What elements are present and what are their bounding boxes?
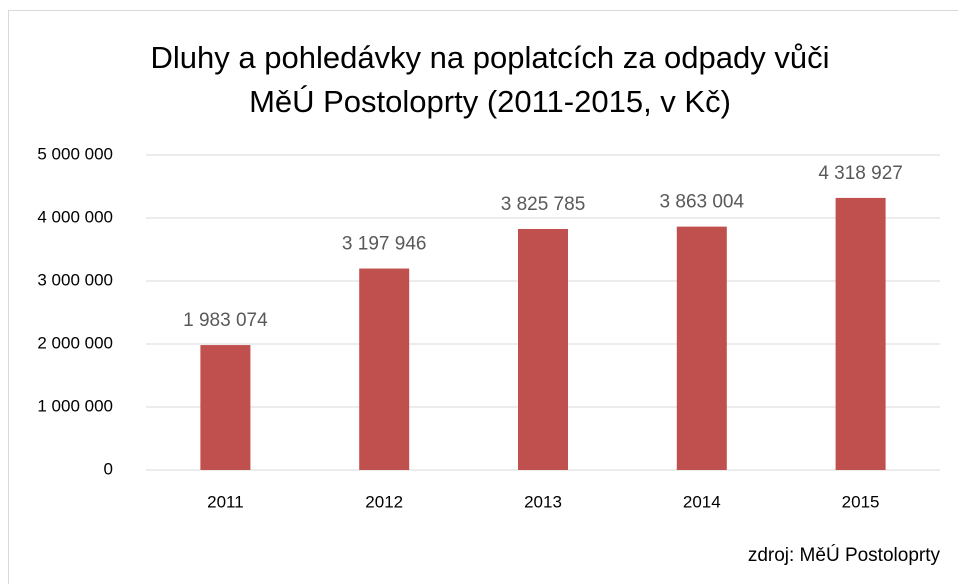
bar xyxy=(835,197,886,470)
y-tick-label: 3 000 000 xyxy=(37,270,113,289)
bar xyxy=(359,268,410,470)
bar xyxy=(200,345,251,470)
y-tick-label: 1 000 000 xyxy=(37,396,113,415)
data-label: 3 825 785 xyxy=(501,194,586,215)
bar xyxy=(518,228,568,470)
data-label: 3 863 004 xyxy=(660,192,745,213)
y-tick-label: 4 000 000 xyxy=(37,207,113,226)
data-label: 1 983 074 xyxy=(183,310,268,331)
x-tick-label: 2012 xyxy=(365,492,403,511)
chart-title: Dluhy a pohledávky na poplatcích za odpa… xyxy=(151,40,830,75)
chart-title: MěÚ Postoloprty (2011-2015, v Kč) xyxy=(249,84,731,119)
x-tick-label: 2011 xyxy=(207,492,244,511)
source-note: zdroj: MěÚ Postoloprty xyxy=(748,544,941,566)
y-tick-label: 5 000 000 xyxy=(37,144,113,163)
chart-frame xyxy=(8,10,958,584)
x-tick-label: 2014 xyxy=(683,492,721,511)
y-tick-label: 2 000 000 xyxy=(37,333,113,352)
x-tick-label: 2013 xyxy=(524,492,562,511)
data-label: 3 197 946 xyxy=(342,234,427,255)
data-label: 4 318 927 xyxy=(818,163,903,184)
bar xyxy=(676,226,727,470)
y-tick-label: 0 xyxy=(104,459,113,478)
x-tick-label: 2015 xyxy=(842,492,880,511)
